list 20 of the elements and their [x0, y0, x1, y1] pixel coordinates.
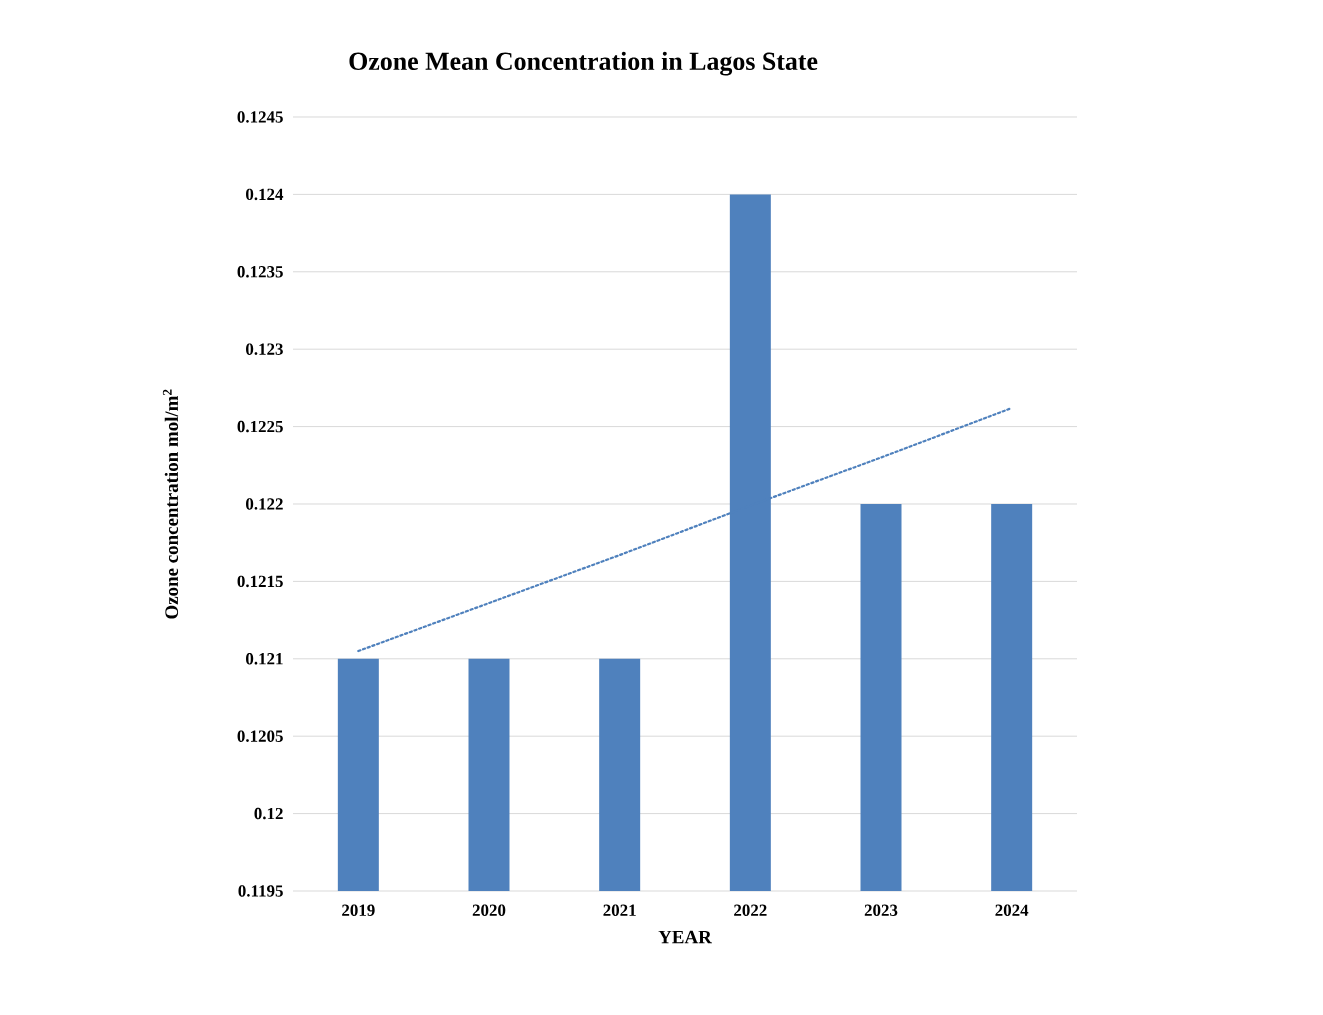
chart-title: Ozone Mean Concentration in Lagos State	[349, 51, 818, 76]
y-tick-label: 0.1225	[237, 420, 283, 433]
y-tick-label: 0.121	[246, 653, 283, 665]
x-axis-title: YEAR	[658, 930, 712, 944]
x-tick-label: 2021	[603, 904, 636, 916]
y-tick-label: 0.12	[254, 807, 283, 820]
x-tick-label: 2024	[995, 904, 1029, 916]
x-tick-label: 2023	[864, 904, 898, 916]
y-tick-label: 0.1215	[237, 575, 283, 588]
y-tick-label: 0.1205	[237, 730, 283, 742]
y-tick-label: 0.124	[246, 188, 284, 201]
y-tick-label: 0.123	[246, 343, 283, 355]
x-tick-label: 2020	[472, 904, 506, 916]
x-tick-label: 2019	[342, 904, 375, 916]
y-tick-label: 0.1195	[238, 885, 283, 897]
y-tick-label: 0.1245	[237, 111, 283, 123]
y-tick-label: 0.122	[246, 498, 283, 510]
x-tick-label: 2022	[734, 904, 767, 916]
y-tick-label: 0.1235	[237, 266, 283, 278]
y-axis-title: Ozone concentration mol/m$^{2}$	[162, 389, 179, 619]
